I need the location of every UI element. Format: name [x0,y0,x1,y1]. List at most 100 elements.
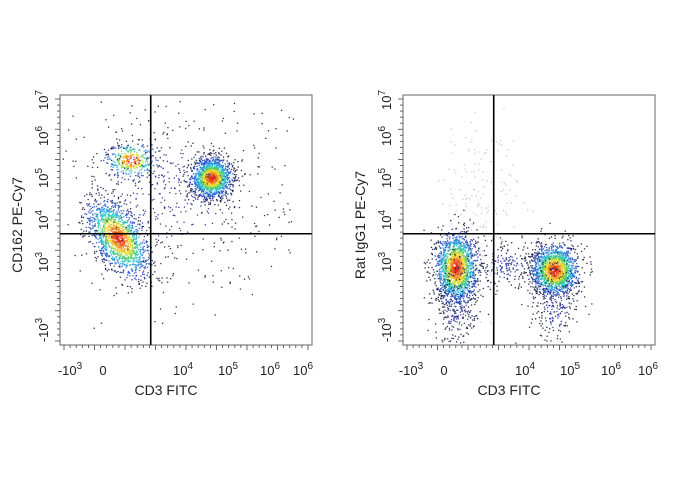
event-dot [100,186,102,189]
event-dot [122,226,124,228]
event-dot [116,252,119,255]
event-dot [175,206,177,208]
event-dot [261,122,263,125]
event-dot [105,119,107,121]
event-dot [118,145,120,147]
event-dot [222,173,225,175]
event-dot [208,167,211,169]
event-dot [196,179,198,181]
event-dot [103,258,105,260]
event-dot [111,228,113,230]
event-dot [121,220,123,222]
event-dot [192,142,194,144]
event-dot [113,243,115,245]
event-dot [94,251,96,253]
event-dot [253,113,255,115]
event-dot [185,190,187,192]
event-dot [189,183,191,185]
event-dot [224,186,226,188]
event-dot [121,193,123,195]
event-dot [129,222,131,224]
event-dot [214,166,216,168]
event-dot [122,171,124,173]
event-dot [195,184,197,186]
event-dot [448,267,450,270]
event-dot [218,174,220,176]
event-dot [145,165,147,167]
event-dot [253,144,255,147]
event-dot [97,226,100,229]
event-dot [198,194,201,197]
event-dot [211,163,214,165]
event-dot [130,164,133,167]
event-dot [226,186,228,188]
event-dot [133,238,135,240]
event-dot [137,265,139,267]
event-dot [179,126,181,128]
event-dot [465,283,467,286]
event-dot [206,177,208,179]
event-dot [132,179,134,181]
event-dot [206,169,208,171]
event-dot [146,145,149,147]
event-dot [466,288,468,290]
event-dot [145,240,148,242]
event-dot [114,238,116,240]
event-dot [275,128,277,130]
event-dot [182,175,184,177]
event-dot [205,188,207,190]
event-dot [209,161,211,163]
event-dot [477,280,479,283]
event-dot [111,146,113,148]
event-dot [75,160,77,162]
event-dot [210,184,213,187]
event-dot [227,249,229,251]
event-dot [222,165,224,167]
event-dot [67,224,69,226]
event-dot [212,167,214,169]
event-dot [102,237,105,239]
event-dot [134,182,137,184]
event-dot [119,235,121,237]
event-dot [100,240,102,242]
event-dot [454,283,456,286]
event-dot [218,160,220,163]
event-dot [112,251,114,253]
event-dot [231,226,233,228]
event-dot [132,252,134,254]
event-dot [174,312,176,315]
event-dot [189,178,191,180]
event-dot [152,172,154,175]
event-dot [130,230,132,232]
event-dot [117,216,119,218]
event-dot [470,251,472,253]
event-dot [105,248,107,250]
event-dot [121,160,124,163]
event-dot [192,190,195,193]
event-dot [218,173,221,175]
event-dot [103,278,105,280]
event-dot [209,203,211,205]
event-dot [155,218,157,220]
event-dot [207,186,209,188]
event-dot [134,263,136,266]
event-dot [202,156,204,158]
event-dot [109,235,111,237]
event-dot [120,251,122,253]
event-dot [151,144,153,146]
event-dot [216,189,218,191]
event-dot [116,202,118,204]
event-dot [135,278,137,281]
event-dot [214,189,216,191]
event-dot [177,246,179,249]
event-dot [133,246,136,249]
event-dot [154,187,156,190]
event-dot [162,181,165,183]
event-dot [216,184,218,186]
event-dot [196,161,198,163]
event-dot [87,217,89,219]
event-dot [123,203,125,205]
event-dot [166,160,169,162]
event-dot [190,168,192,170]
event-dot [122,243,124,246]
